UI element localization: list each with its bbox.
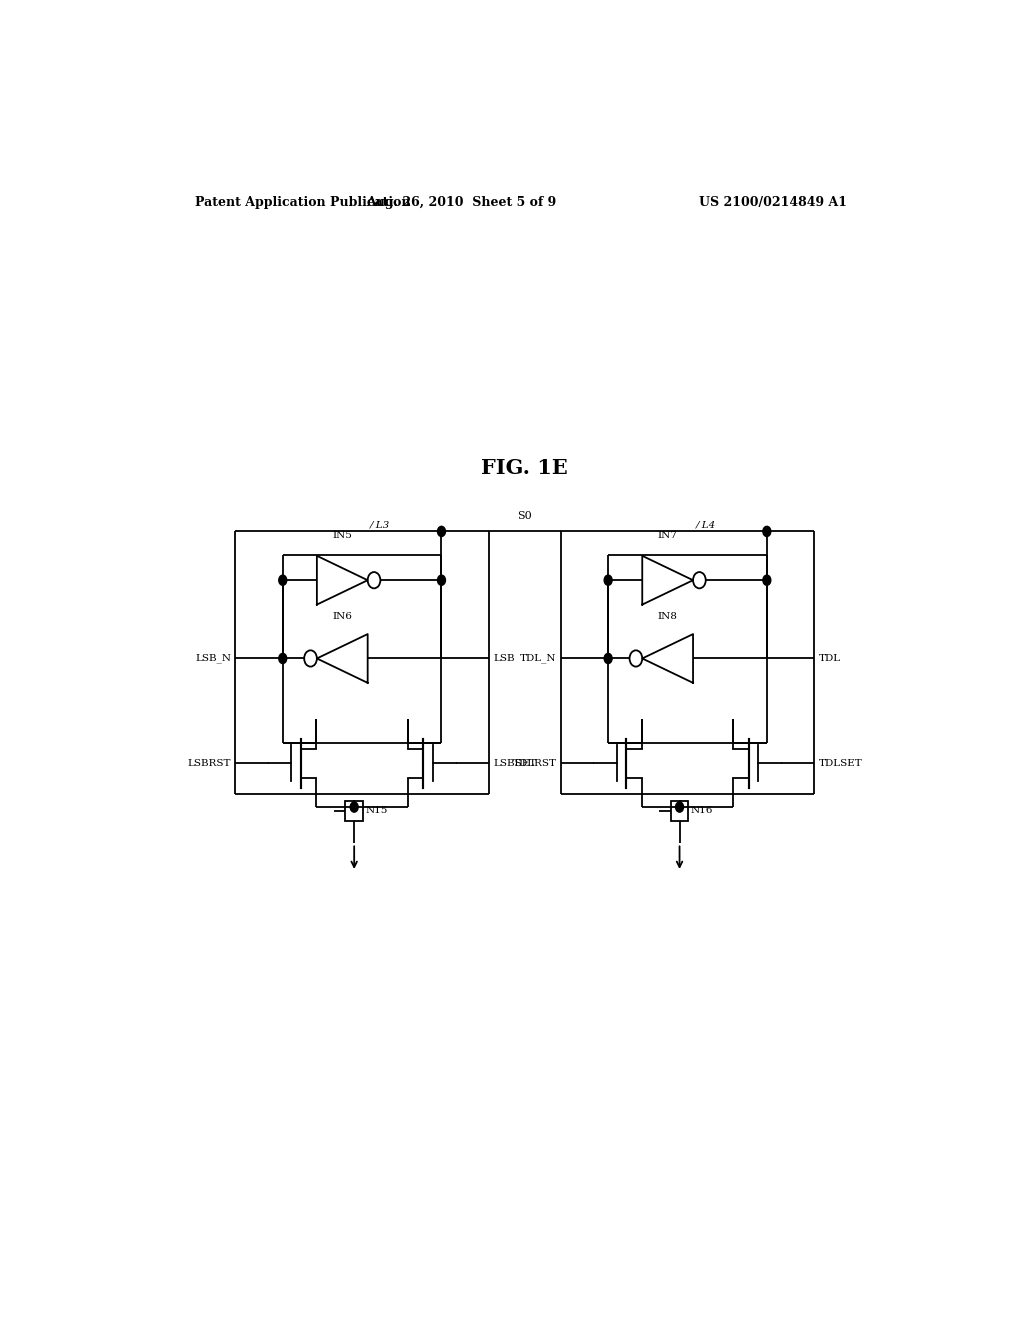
Circle shape bbox=[763, 576, 771, 585]
Text: IN8: IN8 bbox=[657, 612, 678, 620]
Text: / L4: / L4 bbox=[695, 520, 716, 529]
Text: FIG. 1E: FIG. 1E bbox=[481, 458, 568, 478]
Circle shape bbox=[437, 576, 445, 585]
Circle shape bbox=[350, 803, 358, 812]
Bar bbox=[345, 801, 362, 821]
Circle shape bbox=[604, 653, 612, 664]
Text: US 2100/0214849 A1: US 2100/0214849 A1 bbox=[699, 195, 848, 209]
Text: / L3: / L3 bbox=[370, 520, 390, 529]
Text: LSBSET: LSBSET bbox=[494, 759, 537, 768]
Text: LSB: LSB bbox=[494, 653, 515, 663]
Circle shape bbox=[763, 527, 771, 536]
Circle shape bbox=[279, 653, 287, 664]
Text: TDLRST: TDLRST bbox=[513, 759, 557, 768]
Text: S0: S0 bbox=[517, 511, 532, 521]
Text: TDL: TDL bbox=[818, 653, 841, 663]
Circle shape bbox=[279, 576, 287, 585]
Circle shape bbox=[437, 527, 445, 536]
Text: N16: N16 bbox=[690, 807, 713, 816]
Text: LSBRST: LSBRST bbox=[187, 759, 231, 768]
Text: IN6: IN6 bbox=[333, 612, 352, 620]
Text: TDLSET: TDLSET bbox=[818, 759, 862, 768]
Text: TDL_N: TDL_N bbox=[520, 653, 557, 664]
Circle shape bbox=[604, 576, 612, 585]
Text: IN7: IN7 bbox=[657, 531, 678, 540]
Text: Patent Application Publication: Patent Application Publication bbox=[196, 195, 411, 209]
Text: IN5: IN5 bbox=[333, 531, 352, 540]
Bar bbox=[671, 801, 688, 821]
Circle shape bbox=[676, 803, 684, 812]
Text: Aug. 26, 2010  Sheet 5 of 9: Aug. 26, 2010 Sheet 5 of 9 bbox=[367, 195, 556, 209]
Text: LSB_N: LSB_N bbox=[196, 653, 231, 664]
Text: N15: N15 bbox=[366, 807, 388, 816]
